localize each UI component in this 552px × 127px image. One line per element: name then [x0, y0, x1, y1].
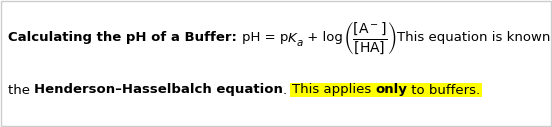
Text: the: the	[8, 83, 34, 97]
Text: Calculating the pH of a Buffer:: Calculating the pH of a Buffer:	[8, 31, 242, 44]
Text: K: K	[288, 31, 296, 44]
Text: to buffers.: to buffers.	[407, 83, 480, 97]
Text: pH = p: pH = p	[242, 31, 288, 44]
Bar	[289, 83, 482, 97]
Text: a: a	[296, 38, 303, 48]
Text: $\left(\dfrac{[\mathrm{A}^-]}{[\mathrm{HA}]}\right)$: $\left(\dfrac{[\mathrm{A}^-]}{[\mathrm{H…	[343, 20, 396, 56]
Text: .: .	[283, 83, 291, 97]
Text: + log: + log	[303, 31, 343, 44]
Text: only: only	[375, 83, 407, 97]
Text: Henderson–Hasselbalch equation: Henderson–Hasselbalch equation	[34, 83, 283, 97]
Text: This applies: This applies	[291, 83, 375, 97]
Text: This equation is known as: This equation is known as	[397, 31, 552, 44]
